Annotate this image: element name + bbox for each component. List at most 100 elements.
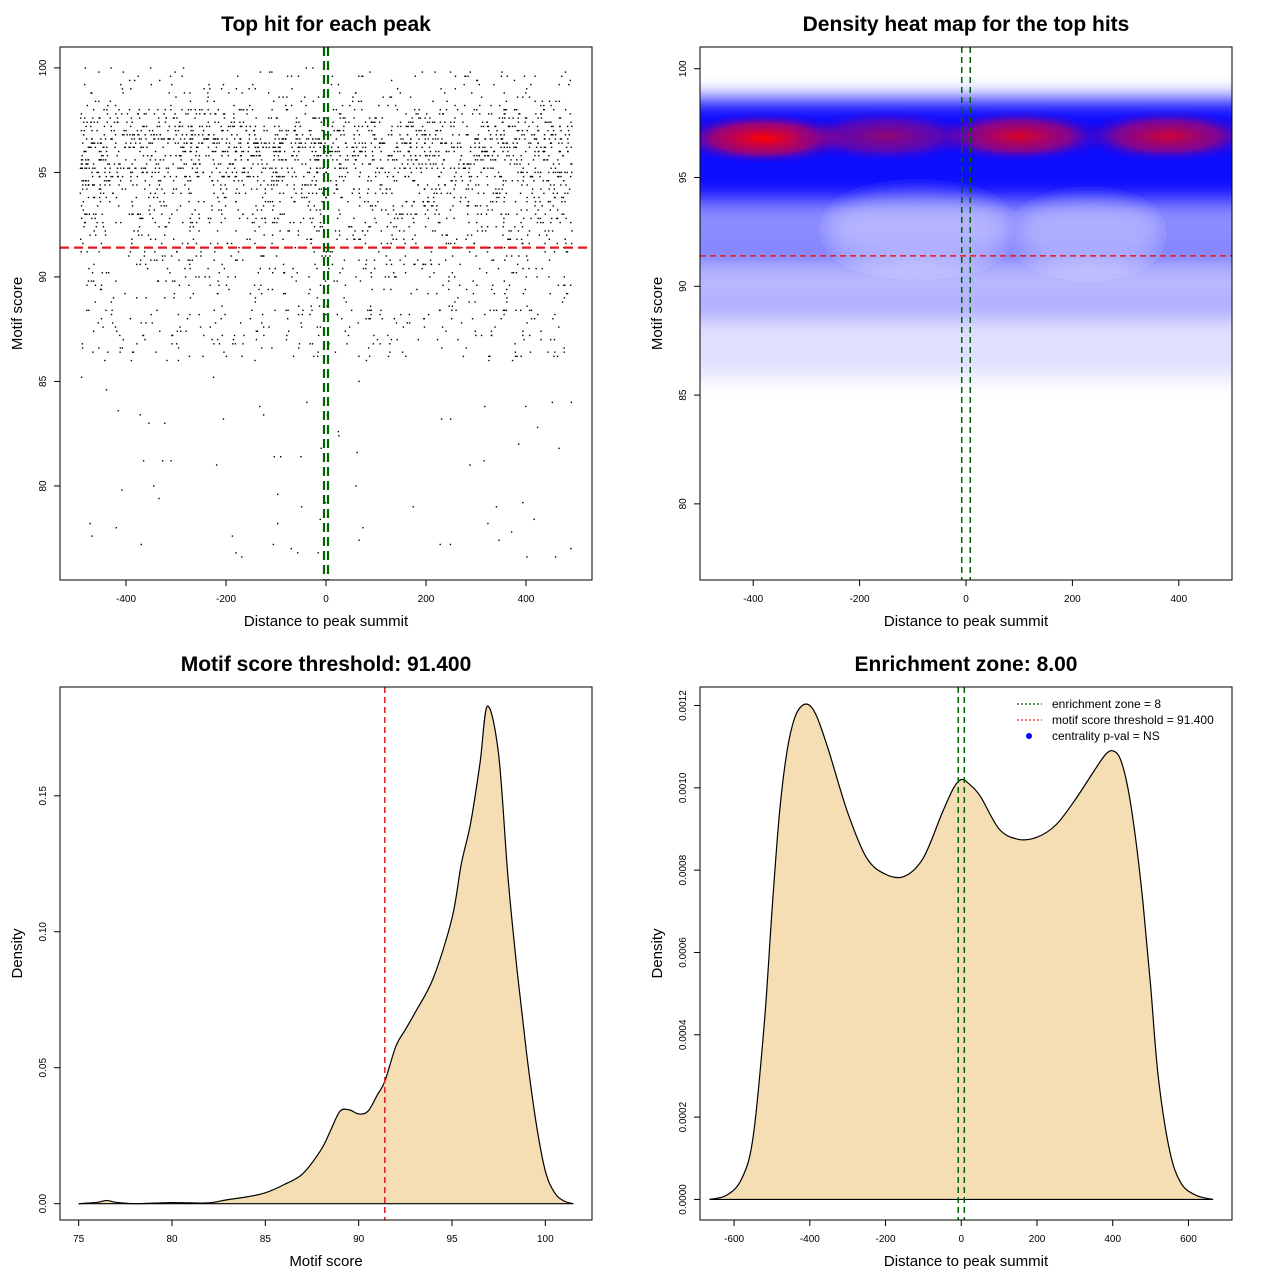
data-point bbox=[538, 150, 540, 153]
data-point bbox=[373, 334, 375, 337]
data-point bbox=[569, 79, 571, 82]
data-point bbox=[448, 276, 450, 278]
data-point bbox=[317, 138, 319, 140]
data-point bbox=[111, 309, 113, 312]
data-point bbox=[324, 280, 327, 282]
data-point bbox=[107, 180, 110, 182]
data-point bbox=[373, 267, 376, 270]
data-point bbox=[358, 539, 360, 541]
data-point bbox=[552, 205, 554, 207]
data-point bbox=[80, 129, 83, 132]
data-point bbox=[109, 167, 111, 169]
data-point bbox=[295, 175, 297, 178]
data-point bbox=[297, 552, 299, 554]
data-point bbox=[444, 121, 446, 123]
data-point bbox=[254, 242, 256, 245]
data-point bbox=[566, 292, 569, 295]
data-point bbox=[364, 234, 366, 236]
data-point bbox=[404, 167, 407, 169]
legend-label: motif score threshold = 91.400 bbox=[1052, 713, 1214, 727]
data-point bbox=[474, 142, 476, 144]
data-point bbox=[109, 184, 111, 186]
data-point bbox=[512, 117, 514, 119]
data-point bbox=[560, 184, 562, 186]
data-point bbox=[529, 334, 531, 337]
density-hotspot bbox=[1073, 109, 1232, 164]
data-point bbox=[267, 200, 269, 203]
data-point bbox=[309, 217, 311, 220]
data-point bbox=[92, 351, 94, 353]
data-point bbox=[172, 188, 175, 190]
data-point bbox=[502, 234, 504, 236]
data-point bbox=[444, 184, 447, 186]
data-point bbox=[471, 318, 474, 320]
x-tick-label: -600 bbox=[724, 1234, 744, 1245]
data-point bbox=[345, 167, 348, 169]
data-point bbox=[389, 188, 391, 190]
data-point bbox=[294, 246, 297, 249]
data-point bbox=[120, 83, 122, 86]
data-point bbox=[115, 330, 118, 332]
data-point bbox=[544, 230, 546, 232]
data-point bbox=[158, 125, 161, 128]
data-point bbox=[344, 175, 347, 178]
data-point bbox=[295, 138, 297, 140]
data-point bbox=[185, 113, 187, 115]
data-point bbox=[374, 117, 376, 119]
data-point bbox=[473, 163, 475, 165]
data-point bbox=[88, 309, 90, 312]
data-point bbox=[195, 276, 197, 278]
data-point bbox=[390, 338, 393, 341]
data-point bbox=[537, 171, 539, 174]
data-point bbox=[520, 159, 523, 161]
data-point bbox=[154, 238, 157, 240]
data-point bbox=[263, 129, 265, 132]
data-point bbox=[172, 238, 175, 240]
data-point bbox=[279, 213, 282, 215]
data-point bbox=[227, 175, 229, 178]
data-point bbox=[208, 125, 211, 128]
data-point bbox=[93, 142, 96, 144]
data-point bbox=[517, 180, 519, 182]
data-point bbox=[378, 171, 381, 174]
data-point bbox=[220, 88, 223, 90]
data-point bbox=[189, 175, 191, 178]
data-point bbox=[330, 180, 332, 182]
data-point bbox=[533, 134, 536, 136]
data-point bbox=[478, 142, 481, 144]
data-point bbox=[418, 138, 420, 140]
data-point bbox=[197, 200, 200, 203]
data-point bbox=[82, 188, 84, 190]
data-point bbox=[373, 134, 376, 136]
data-point bbox=[100, 138, 102, 140]
data-point bbox=[90, 142, 93, 144]
data-point bbox=[347, 334, 350, 337]
data-point bbox=[525, 117, 528, 119]
data-point bbox=[503, 246, 506, 249]
data-point bbox=[340, 163, 342, 165]
data-point bbox=[268, 146, 270, 149]
data-point bbox=[328, 267, 330, 270]
data-point bbox=[500, 213, 502, 215]
data-point bbox=[440, 88, 442, 90]
y-tick-label: 0.0012 bbox=[678, 690, 689, 721]
data-point bbox=[157, 109, 159, 111]
data-point bbox=[167, 129, 169, 132]
data-point bbox=[217, 109, 220, 111]
data-point bbox=[441, 234, 444, 236]
data-point bbox=[410, 171, 412, 174]
data-point bbox=[264, 192, 267, 195]
data-point bbox=[205, 154, 207, 157]
data-point bbox=[504, 113, 506, 115]
data-point bbox=[283, 175, 285, 178]
data-point bbox=[387, 154, 390, 157]
data-point bbox=[567, 142, 569, 144]
data-point bbox=[503, 313, 505, 316]
data-point bbox=[354, 167, 357, 169]
data-point bbox=[238, 192, 240, 195]
data-point bbox=[431, 230, 434, 232]
data-point bbox=[370, 276, 373, 278]
data-point bbox=[295, 121, 298, 123]
data-point bbox=[395, 213, 397, 215]
data-point bbox=[335, 188, 338, 190]
